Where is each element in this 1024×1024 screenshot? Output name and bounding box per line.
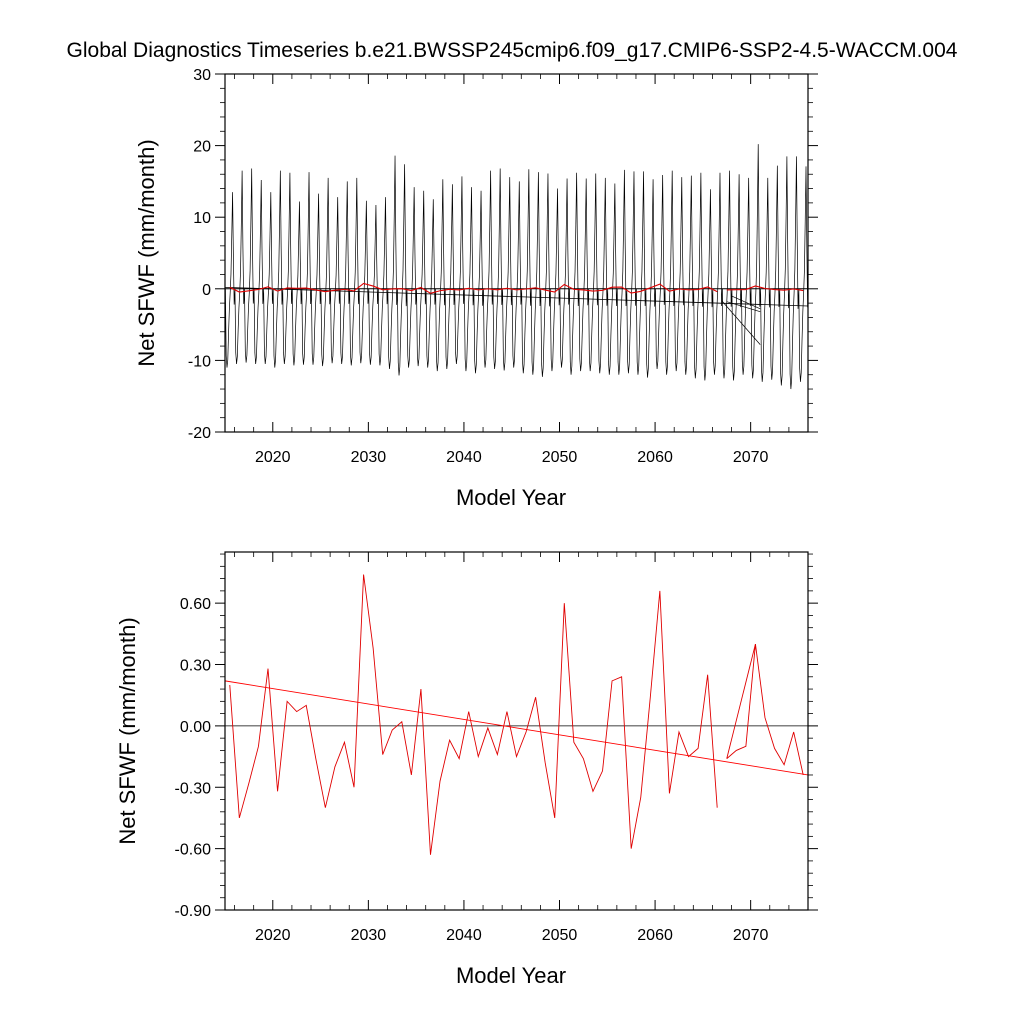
bottom-plot-frame [224, 551, 809, 911]
top-y-tick-label: 30 [193, 67, 211, 84]
top-x-tick-label: 2020 [255, 449, 291, 466]
top-annual-mean-line [726, 285, 804, 292]
bottom-x-tick-label: 2020 [255, 927, 291, 944]
bottom-y-axis-label: Net SFWF (mm/month) [115, 617, 140, 844]
bottom-x-tick-label: 2070 [733, 927, 769, 944]
top-y-tick-label: 0 [202, 282, 211, 299]
top-plot-frame [224, 73, 809, 433]
bottom-y-tick-label: 0.60 [180, 596, 211, 613]
top-y-axis-label: Net SFWF (mm/month) [134, 139, 159, 366]
figure-title: Global Diagnostics Timeseries b.e21.BWSS… [67, 39, 958, 62]
bottom-y-tick-label: 0.00 [180, 719, 211, 736]
top-x-tick-label: 2060 [637, 449, 673, 466]
top-monthly-series-line [225, 144, 808, 390]
bottom-x-axis-label: Model Year [456, 963, 566, 988]
top-y-tick-label: 20 [193, 139, 211, 156]
top-x-tick-label: 2030 [351, 449, 387, 466]
bottom-x-tick-label: 2040 [446, 927, 482, 944]
top-y-tick-label: -10 [188, 353, 211, 370]
chart-bottom: 2020 2030 2040 2050 2060 2070 -0.90 -0.60 -0.30 0… [115, 551, 818, 988]
top-x-axis-label: Model Year [456, 485, 566, 510]
top-x-tick-label: 2040 [446, 449, 482, 466]
top-trend-line [225, 286, 808, 307]
bottom-x-tick-label: 2060 [637, 927, 673, 944]
bottom-annual-series-line [726, 643, 756, 759]
bottom-y-tick-label: 0.30 [180, 658, 211, 675]
bottom-y-tick-label: -0.30 [175, 780, 212, 797]
top-x-tick-label: 2070 [733, 449, 769, 466]
bottom-y-tick-label: -0.60 [175, 842, 212, 859]
top-annual-mean-line [229, 282, 718, 294]
top-x-tick-label: 2050 [542, 449, 578, 466]
bottom-annual-series-line [229, 574, 718, 855]
bottom-trend-line [225, 680, 808, 776]
top-y-tick-label: -20 [188, 425, 211, 442]
bottom-x-tick-label: 2030 [351, 927, 387, 944]
bottom-x-tick-label: 2050 [542, 927, 578, 944]
bottom-y-tick-label: -0.90 [175, 903, 212, 920]
top-artifact-segment [721, 300, 761, 345]
top-y-tick-label: 10 [193, 210, 211, 227]
top-artifact-segment [731, 295, 761, 310]
bottom-annual-series-line [726, 644, 804, 776]
